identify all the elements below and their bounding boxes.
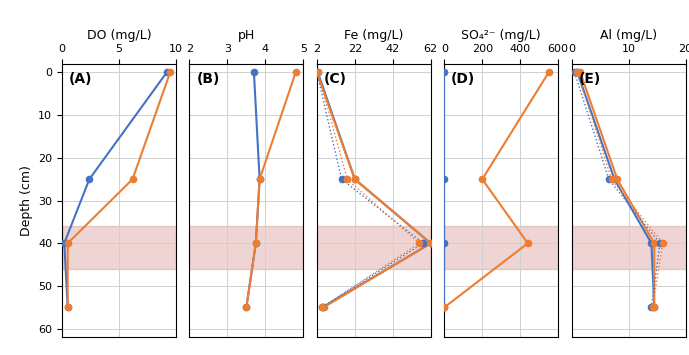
Text: (A): (A)	[69, 72, 92, 86]
Title: Al (mg/L): Al (mg/L)	[600, 29, 657, 42]
Bar	[572, 226, 686, 269]
Bar	[189, 226, 303, 269]
Title: DO (mg/L): DO (mg/L)	[87, 29, 151, 42]
Title: pH: pH	[238, 29, 255, 42]
Bar	[444, 226, 558, 269]
Text: (B): (B)	[196, 72, 220, 86]
Y-axis label: Depth (cm): Depth (cm)	[19, 165, 32, 236]
Title: SO₄²⁻ (mg/L): SO₄²⁻ (mg/L)	[462, 29, 541, 42]
Text: (D): (D)	[451, 72, 475, 86]
Title: Fe (mg/L): Fe (mg/L)	[344, 29, 404, 42]
Text: (E): (E)	[579, 72, 601, 86]
Bar	[62, 226, 176, 269]
Text: (C): (C)	[324, 72, 347, 86]
Bar	[317, 226, 431, 269]
